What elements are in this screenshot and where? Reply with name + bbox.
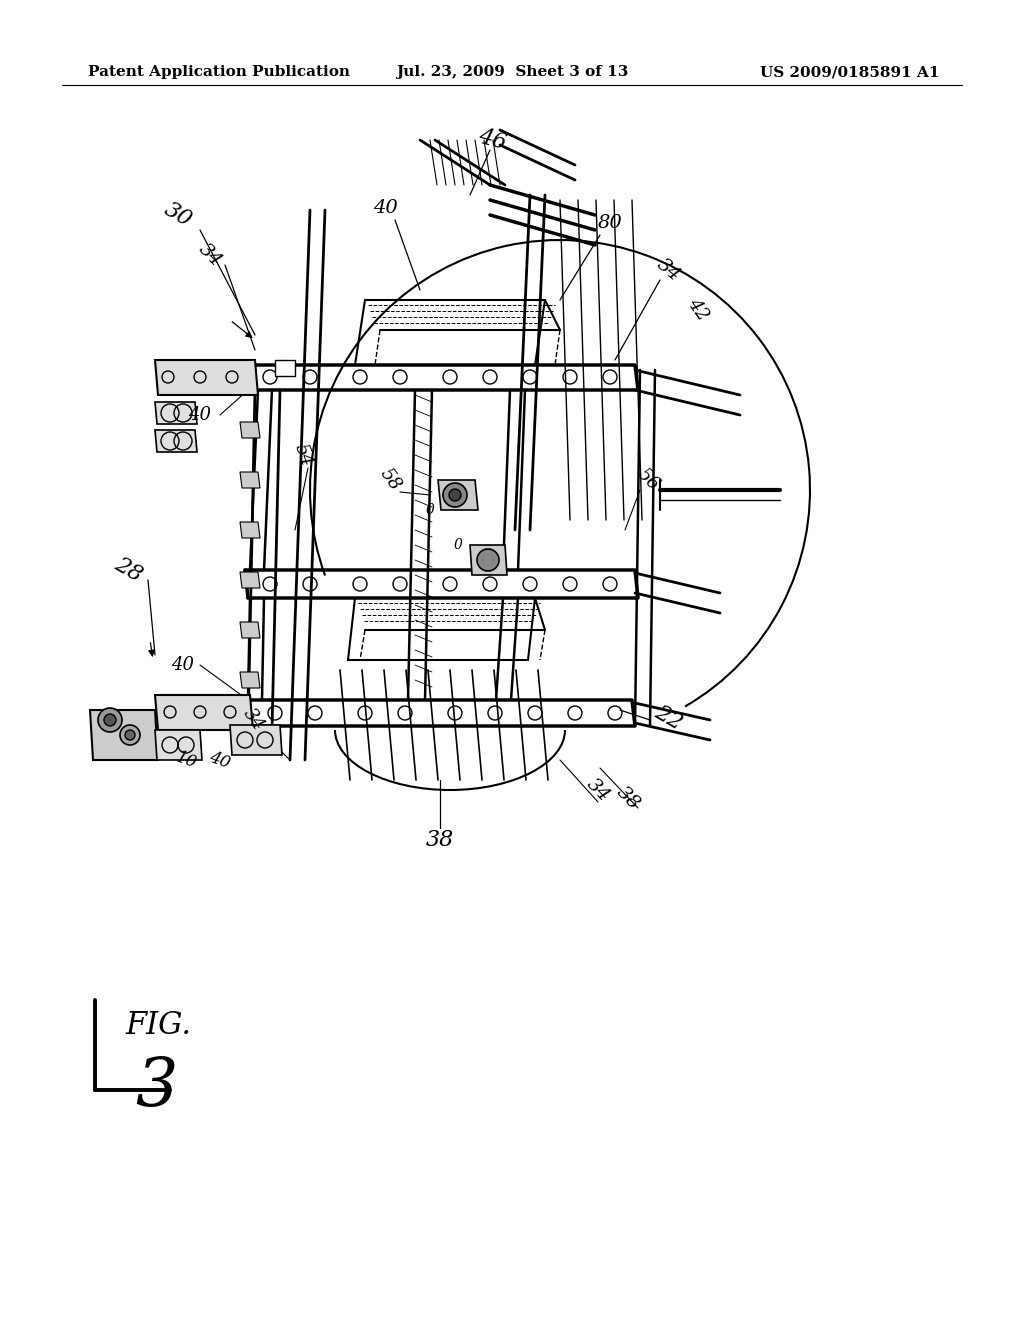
Text: 56: 56 [634, 466, 663, 495]
Text: 34: 34 [652, 255, 683, 285]
Text: Patent Application Publication: Patent Application Publication [88, 65, 350, 79]
Polygon shape [155, 360, 258, 395]
Text: 38: 38 [426, 829, 454, 851]
Polygon shape [155, 430, 197, 451]
Bar [275, 360, 295, 376]
Text: 38: 38 [613, 783, 643, 813]
Circle shape [98, 708, 122, 733]
Text: 80: 80 [598, 214, 623, 232]
Circle shape [443, 483, 467, 507]
Circle shape [104, 714, 116, 726]
Text: 46: 46 [475, 125, 509, 154]
Text: US 2009/0185891 A1: US 2009/0185891 A1 [761, 65, 940, 79]
Text: 54: 54 [291, 441, 315, 469]
Polygon shape [240, 572, 260, 587]
Circle shape [477, 549, 499, 572]
Text: 28: 28 [111, 553, 145, 586]
Polygon shape [438, 480, 478, 510]
Circle shape [120, 725, 140, 744]
Polygon shape [155, 403, 197, 424]
Text: 0: 0 [454, 539, 463, 552]
Polygon shape [240, 422, 260, 438]
Text: 40: 40 [373, 199, 397, 216]
Polygon shape [470, 545, 507, 576]
Text: 58: 58 [376, 466, 404, 495]
Polygon shape [155, 730, 202, 760]
Polygon shape [240, 473, 260, 488]
Text: 34: 34 [583, 775, 613, 805]
Text: 22: 22 [650, 701, 686, 735]
Text: 40: 40 [207, 748, 232, 772]
Text: Jul. 23, 2009  Sheet 3 of 13: Jul. 23, 2009 Sheet 3 of 13 [396, 65, 628, 79]
Text: FIG.: FIG. [125, 1010, 191, 1041]
Text: 0: 0 [426, 503, 434, 517]
Text: 30: 30 [161, 198, 196, 231]
Polygon shape [240, 622, 260, 638]
Text: 40: 40 [171, 656, 195, 675]
Text: 34: 34 [239, 705, 267, 735]
Text: 3: 3 [135, 1055, 177, 1121]
Polygon shape [90, 710, 158, 760]
Polygon shape [240, 672, 260, 688]
Text: 40: 40 [188, 407, 212, 424]
Polygon shape [155, 696, 253, 730]
Text: 34: 34 [195, 240, 225, 271]
Circle shape [125, 730, 135, 741]
Circle shape [449, 488, 461, 502]
Polygon shape [230, 725, 282, 755]
Text: 10: 10 [173, 748, 199, 772]
Polygon shape [240, 521, 260, 539]
Text: 42: 42 [684, 296, 712, 325]
